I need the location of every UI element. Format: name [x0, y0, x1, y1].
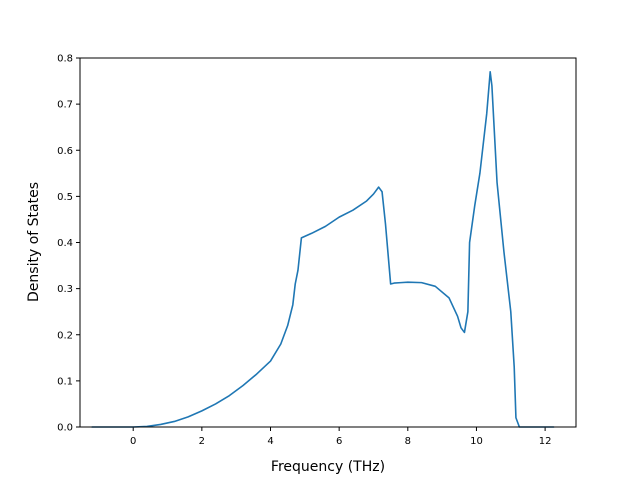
x-tick-label: 2	[199, 436, 205, 447]
x-tick-label: 4	[267, 436, 273, 447]
dos-series-line	[91, 71, 555, 428]
plot-area-background	[80, 58, 576, 427]
y-tick-label: 0.6	[57, 146, 73, 157]
x-tick-label: 12	[539, 436, 552, 447]
plot-frame	[79, 57, 577, 428]
x-tick-label: 6	[336, 436, 342, 447]
x-tick-label: 0	[130, 436, 136, 447]
x-axis-ticks: 0 2 4 6 8 10 12	[130, 427, 551, 447]
y-tick-label: 0.3	[57, 284, 73, 295]
y-tick-label: 0.8	[57, 54, 73, 65]
x-tick-label: 8	[405, 436, 411, 447]
y-tick-label: 0.2	[57, 330, 73, 341]
y-axis-label: Density of States	[26, 182, 42, 302]
y-tick-label: 0.7	[57, 100, 73, 111]
y-tick-label: 0.0	[57, 423, 73, 434]
y-axis-ticks: 0.0 0.1 0.2 0.3 0.4 0.5 0.6 0.7 0.8	[57, 54, 80, 434]
y-tick-label: 0.5	[57, 192, 73, 203]
x-tick-label: 10	[470, 436, 483, 447]
x-axis-label: Frequency (THz)	[271, 459, 385, 475]
y-tick-label: 0.4	[57, 238, 73, 249]
y-tick-label: 0.1	[57, 376, 73, 387]
